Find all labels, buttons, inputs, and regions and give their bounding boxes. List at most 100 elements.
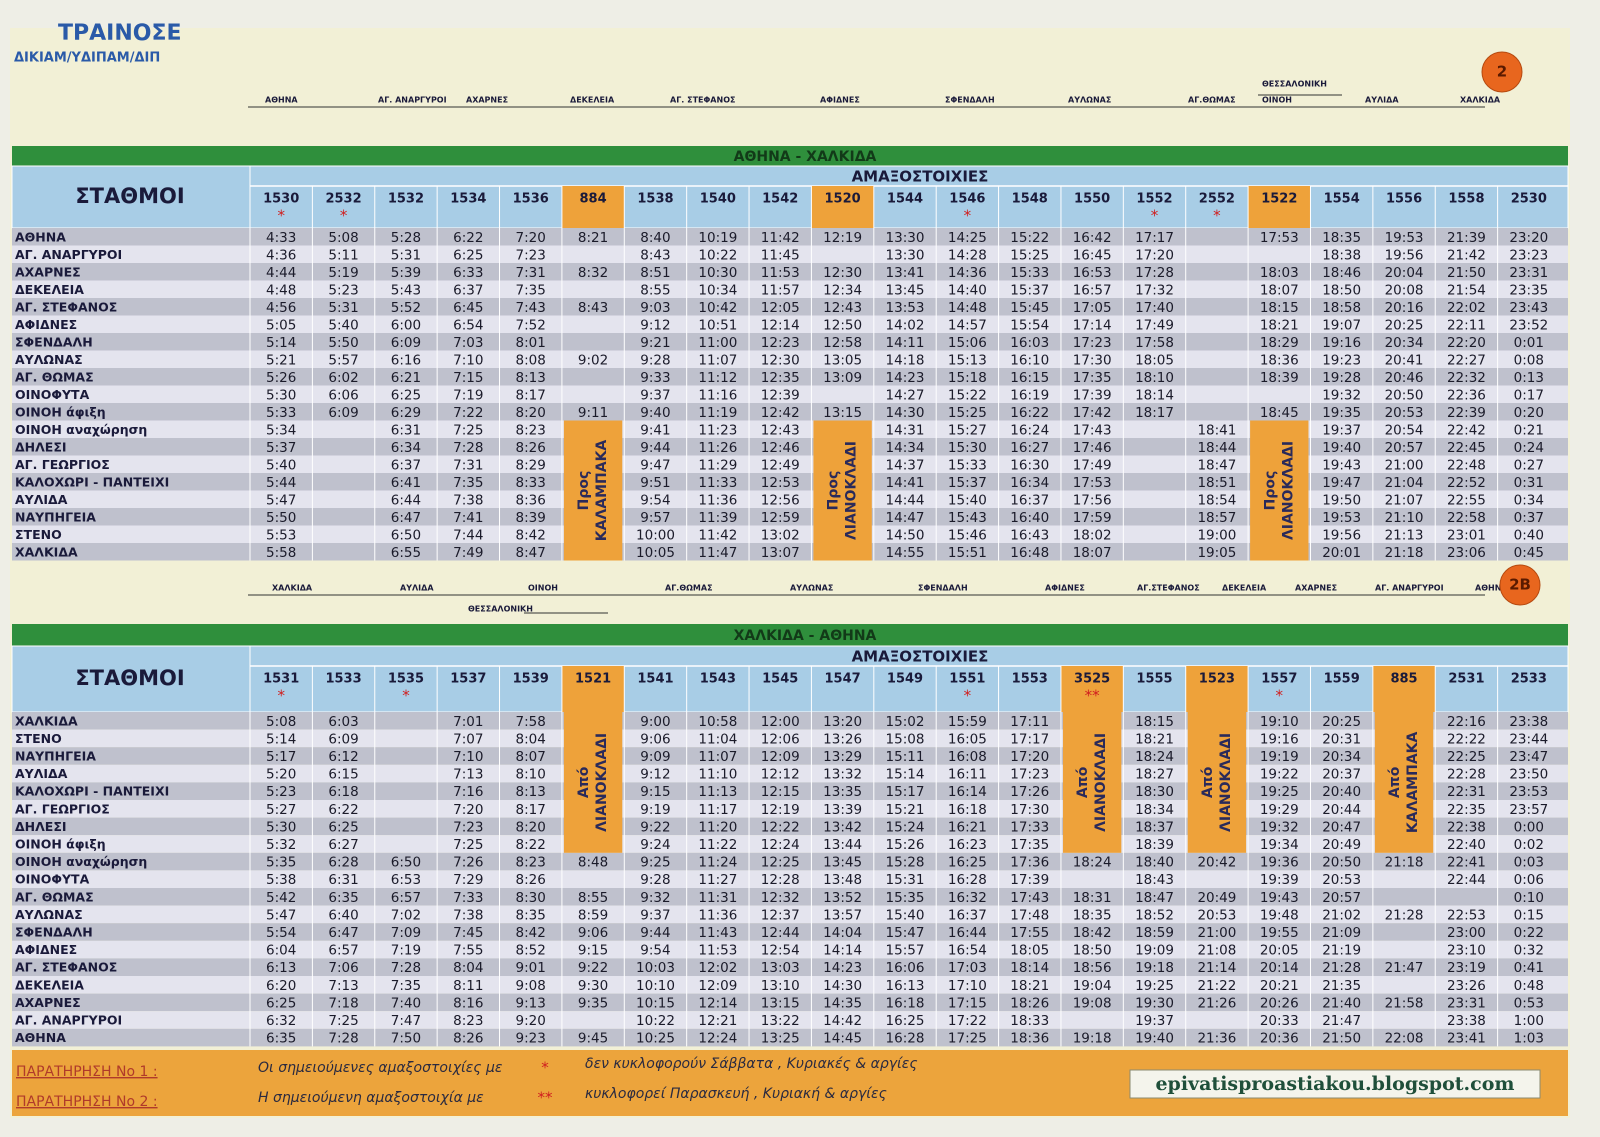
- time: 10:00: [636, 527, 675, 543]
- time: 11:16: [698, 387, 737, 403]
- time: 5:47: [266, 492, 296, 508]
- time: 15:14: [886, 767, 925, 783]
- time: 18:38: [1322, 247, 1361, 263]
- station-name: ΔΗΛΕΣΙ: [15, 819, 67, 834]
- row-stripe: [12, 490, 1568, 508]
- train-number-bg: [811, 186, 874, 228]
- time: 12:25: [761, 855, 800, 871]
- time: 5:34: [266, 422, 296, 438]
- time: 18:58: [1322, 300, 1361, 316]
- time: 16:54: [948, 943, 987, 959]
- time: 19:18: [1135, 960, 1174, 976]
- row-stripe: [12, 1011, 1568, 1029]
- time: 17:05: [1073, 300, 1112, 316]
- badge: [1499, 564, 1541, 606]
- time: 5:50: [266, 510, 296, 526]
- time: 8:51: [640, 265, 670, 281]
- time: 20:54: [1385, 422, 1424, 438]
- time: 6:03: [328, 714, 358, 730]
- time: 6:25: [328, 819, 358, 835]
- time: 8:36: [516, 492, 546, 508]
- time: 0:15: [1514, 907, 1544, 923]
- time: 7:02: [391, 907, 421, 923]
- time: 21:00: [1197, 925, 1236, 941]
- time: 5:58: [266, 545, 296, 561]
- time: 15:59: [948, 714, 987, 730]
- station-name: ΑΧΑΡΝΕΣ: [15, 264, 81, 279]
- time: 16:23: [948, 837, 987, 853]
- time: 17:46: [1073, 440, 1112, 456]
- row-stripe: [12, 764, 1568, 783]
- time: 20:53: [1385, 405, 1424, 421]
- train-number: 1542: [762, 192, 798, 207]
- train-number: 1555: [1136, 672, 1172, 687]
- stations-header: ΣΤΑΘΜΟΙ: [75, 184, 184, 208]
- train-number: 1530: [263, 192, 299, 207]
- time: 7:28: [391, 960, 421, 976]
- time: 6:04: [266, 943, 296, 959]
- time: 23:20: [1509, 230, 1548, 246]
- time: 16:19: [1010, 387, 1049, 403]
- time: 12:58: [823, 335, 862, 351]
- time: 21:50: [1447, 265, 1486, 281]
- time: 8:22: [516, 837, 546, 853]
- time: 12:22: [761, 819, 800, 835]
- train-number: 1548: [1012, 192, 1048, 207]
- time: 5:05: [266, 317, 296, 333]
- time: 23:35: [1509, 282, 1548, 298]
- station-name: ΑΥΛΙΔΑ: [15, 492, 68, 507]
- time: 9:33: [640, 370, 670, 386]
- time: 22:41: [1447, 855, 1486, 871]
- time: 17:30: [1073, 352, 1112, 368]
- time: 7:03: [453, 335, 483, 351]
- time: 9:41: [640, 422, 670, 438]
- time: 7:35: [516, 282, 546, 298]
- train-number: 1551: [949, 672, 985, 687]
- time: 22:53: [1447, 907, 1486, 923]
- time: 20:50: [1385, 387, 1424, 403]
- time: 9:13: [516, 995, 546, 1011]
- station-name: ΣΤΕΝΟ: [15, 527, 62, 542]
- time: 6:25: [266, 995, 296, 1011]
- note-text: ΚΑΛΑΜΠΑΚΑ: [594, 440, 610, 542]
- time: 8:04: [453, 960, 483, 976]
- time: 20:50: [1322, 855, 1361, 871]
- time: 0:00: [1514, 819, 1544, 835]
- time: 12:19: [761, 802, 800, 818]
- time: 13:32: [823, 767, 862, 783]
- time: 20:57: [1322, 890, 1361, 906]
- time: 17:28: [1135, 265, 1174, 281]
- time: 13:15: [823, 405, 862, 421]
- time: 19:25: [1260, 784, 1299, 800]
- row-stripe: [12, 438, 1568, 456]
- time: 9:24: [640, 837, 670, 853]
- route-branch: ΘΕΣΣΑΛΟΝΙΚΗ: [468, 605, 533, 614]
- time: 8:26: [516, 872, 546, 888]
- time: 16:32: [948, 890, 987, 906]
- time: 10:15: [636, 995, 675, 1011]
- time: 20:47: [1322, 819, 1361, 835]
- time: 14:27: [886, 387, 925, 403]
- time: 6:09: [328, 405, 358, 421]
- time: 18:37: [1135, 819, 1174, 835]
- time: 10:22: [698, 247, 737, 263]
- time: 6:21: [391, 370, 421, 386]
- time: 19:40: [1135, 1031, 1174, 1047]
- time: 16:34: [1010, 475, 1049, 491]
- time: 8:32: [578, 265, 608, 281]
- time: 22:39: [1447, 405, 1486, 421]
- time: 17:36: [1010, 855, 1049, 871]
- time: 14:30: [823, 978, 862, 994]
- time: 17:49: [1135, 317, 1174, 333]
- time: 11:31: [698, 890, 737, 906]
- time: 17:39: [1010, 872, 1049, 888]
- time: 12:30: [761, 352, 800, 368]
- time: 11:43: [698, 925, 737, 941]
- time: 7:35: [391, 978, 421, 994]
- time: 10:42: [698, 300, 737, 316]
- time: 5:23: [266, 784, 296, 800]
- time: 11:47: [698, 545, 737, 561]
- time: 19:32: [1260, 819, 1299, 835]
- time: 0:37: [1514, 510, 1544, 526]
- time: 12:56: [761, 492, 800, 508]
